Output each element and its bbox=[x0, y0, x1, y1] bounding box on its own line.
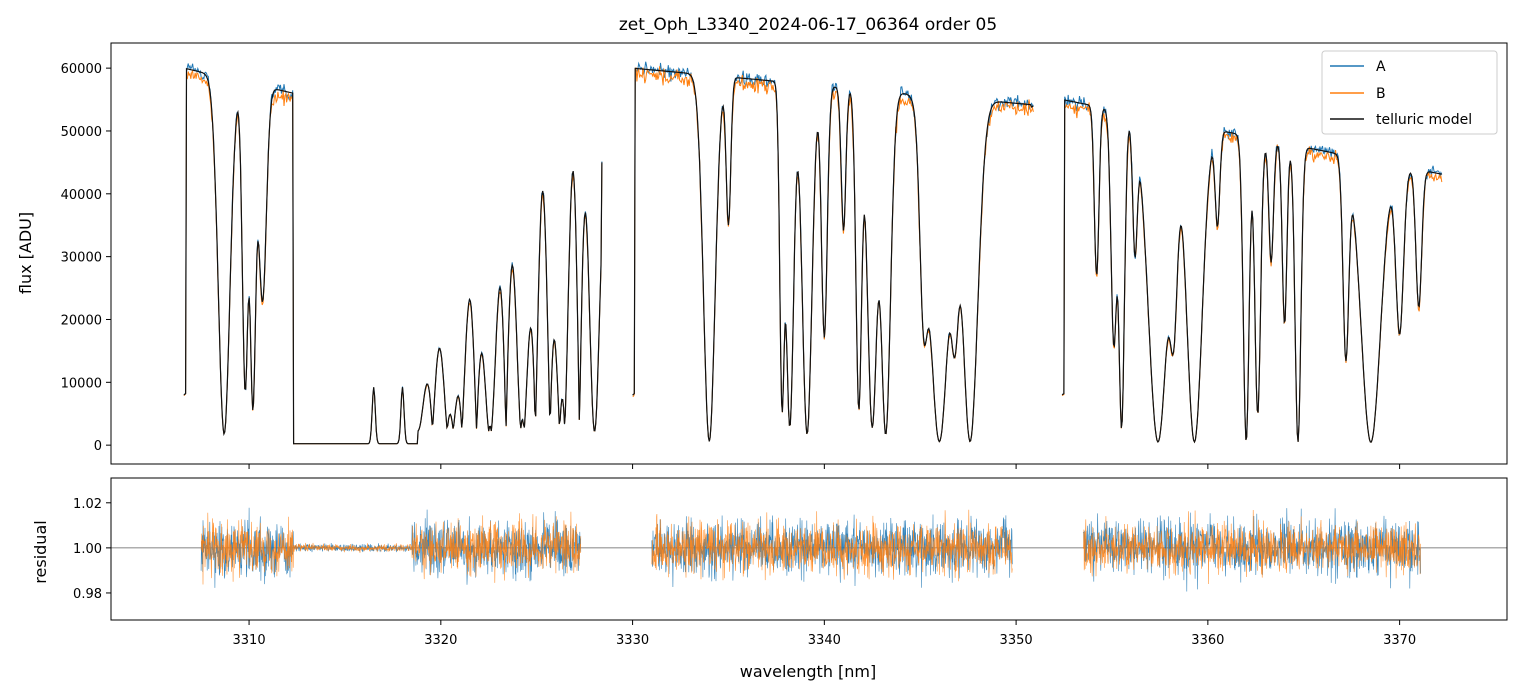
flux-y-tick-label: 60000 bbox=[61, 62, 102, 77]
flux-x-axis bbox=[248, 464, 1401, 469]
residual-x-tick-label: 3310 bbox=[233, 633, 266, 648]
legend-label-b: B bbox=[1376, 86, 1386, 102]
flux-y-tick-label: 40000 bbox=[61, 188, 102, 203]
residual-x-tick-label: 3330 bbox=[616, 633, 649, 648]
residual-x-tick-label: 3370 bbox=[1383, 633, 1416, 648]
flux-y-axis: 0 10000 20000 30000 40000 50000 60000 bbox=[61, 62, 111, 454]
residual-x-tick-label: 3320 bbox=[424, 633, 457, 648]
residual-x-tick-label: 3340 bbox=[808, 633, 841, 648]
legend: A B telluric model bbox=[1321, 50, 1498, 135]
legend-box bbox=[1321, 50, 1498, 135]
flux-y-tick-label: 0 bbox=[94, 439, 102, 454]
residual-y-tick-label: 0.98 bbox=[73, 587, 102, 602]
residual-y-tick-label: 1.02 bbox=[73, 497, 102, 512]
flux-plot-frame bbox=[110, 42, 1508, 465]
residual-x-tick-label: 3360 bbox=[1191, 633, 1224, 648]
residual-y-axis: 0.98 1.00 1.02 bbox=[73, 497, 111, 602]
chart-title: zet_Oph_L3340_2024-06-17_06364 order 05 bbox=[619, 15, 997, 35]
residual-x-axis: 3310 3320 3330 3340 3350 3360 3370 bbox=[233, 620, 1416, 648]
residual-y-label: residual bbox=[31, 520, 50, 583]
flux-y-tick-label: 50000 bbox=[61, 125, 102, 140]
legend-label-a: A bbox=[1376, 59, 1386, 75]
flux-y-tick-label: 30000 bbox=[61, 251, 102, 266]
residual-series-b bbox=[200, 509, 1421, 585]
residual-x-tick-label: 3350 bbox=[1000, 633, 1033, 648]
legend-label-telluric: telluric model bbox=[1376, 112, 1472, 128]
flux-panel: 0 10000 20000 30000 40000 50000 60000 flux [AD… bbox=[16, 42, 1508, 469]
residual-plot-frame bbox=[110, 477, 1508, 621]
telluric-model-line bbox=[183, 67, 1442, 445]
residual-panel: 0.98 1.00 1.02 3310 3320 3330 3340 3350 3360 337… bbox=[31, 477, 1508, 681]
residual-y-tick-label: 1.00 bbox=[73, 542, 102, 557]
flux-y-tick-label: 10000 bbox=[61, 376, 102, 391]
x-axis-label: wavelength [nm] bbox=[740, 662, 877, 681]
flux-y-label: flux [ADU] bbox=[16, 212, 35, 294]
flux-y-tick-label: 20000 bbox=[61, 313, 102, 328]
